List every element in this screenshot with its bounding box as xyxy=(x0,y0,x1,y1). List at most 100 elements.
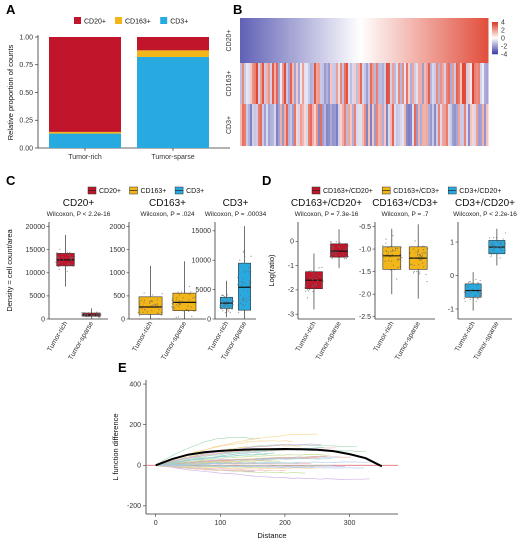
jitter-point xyxy=(149,302,151,304)
jitter-point xyxy=(146,311,148,313)
heatmap-cell-cd20 xyxy=(474,18,477,63)
heatmap-cell-cd163 xyxy=(266,63,269,104)
heatmap-cell-cd163 xyxy=(362,63,365,104)
jitter-point xyxy=(225,304,227,306)
heatmap-cell-cd20 xyxy=(240,18,243,63)
heatmap-cell-cd163 xyxy=(430,63,433,104)
jitter-point xyxy=(58,259,61,261)
jitter-point xyxy=(401,256,403,259)
heatmap-cell-cd163 xyxy=(422,63,425,104)
jitter-point xyxy=(239,259,241,261)
facet-title: CD20+ xyxy=(63,198,95,209)
heatmap-cell-cd163 xyxy=(304,63,307,104)
jitter-point xyxy=(157,304,159,307)
heatmap-cell-cd20 xyxy=(360,18,363,63)
jitter-point xyxy=(242,281,245,284)
x-tick-label: Tumor-rich xyxy=(46,320,69,353)
heatmap-cell-cd163 xyxy=(320,63,323,104)
heatmap-cell-cd163 xyxy=(340,63,343,104)
jitter-point xyxy=(152,304,154,306)
heatmap-cell-cd20 xyxy=(372,18,375,63)
heatmap-cell-cd20 xyxy=(412,18,415,63)
heatmap-cell-cd163 xyxy=(292,63,295,104)
heatmap-cell-cd3 xyxy=(334,104,337,146)
jitter-point xyxy=(222,295,225,297)
y-tick-label: 0.75 xyxy=(19,62,33,69)
jitter-point xyxy=(469,298,471,300)
facet-test-label: Wilcoxon, P = .7 xyxy=(381,211,428,218)
jitter-point xyxy=(343,258,346,260)
heatmap-cell-cd3 xyxy=(250,104,253,146)
jitter-point xyxy=(157,313,160,315)
jitter-point xyxy=(176,304,178,306)
heatmap-cell-cd3 xyxy=(244,104,247,146)
y-tick-label: -200 xyxy=(127,503,141,510)
jitter-point xyxy=(190,291,192,293)
panel-c-boxplots: CD20+ CD163+ CD3+Density = cell count/area… xyxy=(5,186,267,362)
heatmap-cell-cd3 xyxy=(314,104,317,146)
jitter-point xyxy=(476,285,478,287)
jitter-point xyxy=(91,314,93,316)
heatmap-cell-cd20 xyxy=(346,18,349,63)
jitter-point xyxy=(305,281,307,283)
jitter-point xyxy=(71,263,73,266)
heatmap-cell-cd20 xyxy=(336,18,339,63)
jitter-point xyxy=(90,314,92,316)
heatmap-cell-cd163 xyxy=(300,63,303,104)
jitter-point xyxy=(464,300,466,302)
jitter-point xyxy=(504,232,507,234)
jitter-point xyxy=(332,248,334,250)
jitter-point xyxy=(225,301,228,303)
jitter-point xyxy=(227,309,229,311)
jitter-point xyxy=(95,313,97,316)
colorbar-tick-label: 2 xyxy=(501,27,505,34)
legend-swatch-cd3pos xyxy=(160,17,168,24)
jitter-point xyxy=(224,296,226,298)
heatmap-cell-cd20 xyxy=(374,18,377,63)
jitter-point xyxy=(158,318,160,320)
heatmap-cell-cd163 xyxy=(264,63,267,104)
heatmap-cell-cd20 xyxy=(254,18,257,63)
y-tick-label: -2.5 xyxy=(359,314,371,321)
heatmap-cell-cd163 xyxy=(416,63,419,104)
heatmap-cell-cd20 xyxy=(476,18,479,63)
jitter-point xyxy=(464,292,467,294)
heatmap-cell-cd3 xyxy=(322,104,325,146)
jitter-point xyxy=(312,278,314,281)
jitter-point xyxy=(390,260,393,262)
heatmap-cell-cd20 xyxy=(314,18,317,63)
jitter-point xyxy=(317,279,319,281)
heatmap-cell-cd3 xyxy=(362,104,365,146)
heatmap-cell-cd163 xyxy=(406,63,409,104)
jitter-point xyxy=(468,294,470,296)
jitter-point xyxy=(476,297,478,299)
jitter-point xyxy=(171,302,173,305)
jitter-point xyxy=(242,251,244,253)
jitter-point xyxy=(175,316,177,319)
jitter-point xyxy=(475,300,477,302)
heatmap-cell-cd163 xyxy=(370,63,373,104)
x-tick-label: 0 xyxy=(154,520,158,527)
jitter-point xyxy=(221,308,223,310)
jitter-point xyxy=(400,246,402,248)
jitter-point xyxy=(143,306,145,308)
heatmap-cell-cd3 xyxy=(240,104,243,146)
heatmap-cell-cd3 xyxy=(418,104,421,146)
x-tick-label: 200 xyxy=(279,520,291,527)
heatmap-cell-cd3 xyxy=(398,104,401,146)
jitter-point xyxy=(409,263,412,265)
jitter-point xyxy=(69,252,71,254)
y-tick-label: -1.5 xyxy=(359,269,371,276)
heatmap-cell-cd163 xyxy=(374,63,377,104)
y-tick-label: 1000 xyxy=(109,270,125,277)
heatmap-cell-cd20 xyxy=(438,18,441,63)
jitter-point xyxy=(225,303,228,305)
jitter-point xyxy=(227,300,229,302)
legend-label: CD3+/CD20+ xyxy=(459,188,501,195)
jitter-point xyxy=(65,257,67,259)
heatmap-cell-cd20 xyxy=(338,18,341,63)
heatmap-cell-cd3 xyxy=(318,104,321,146)
heatmap-cell-cd163 xyxy=(270,63,273,104)
heatmap-cell-cd3 xyxy=(248,104,251,146)
heatmap-cell-cd163 xyxy=(392,63,395,104)
